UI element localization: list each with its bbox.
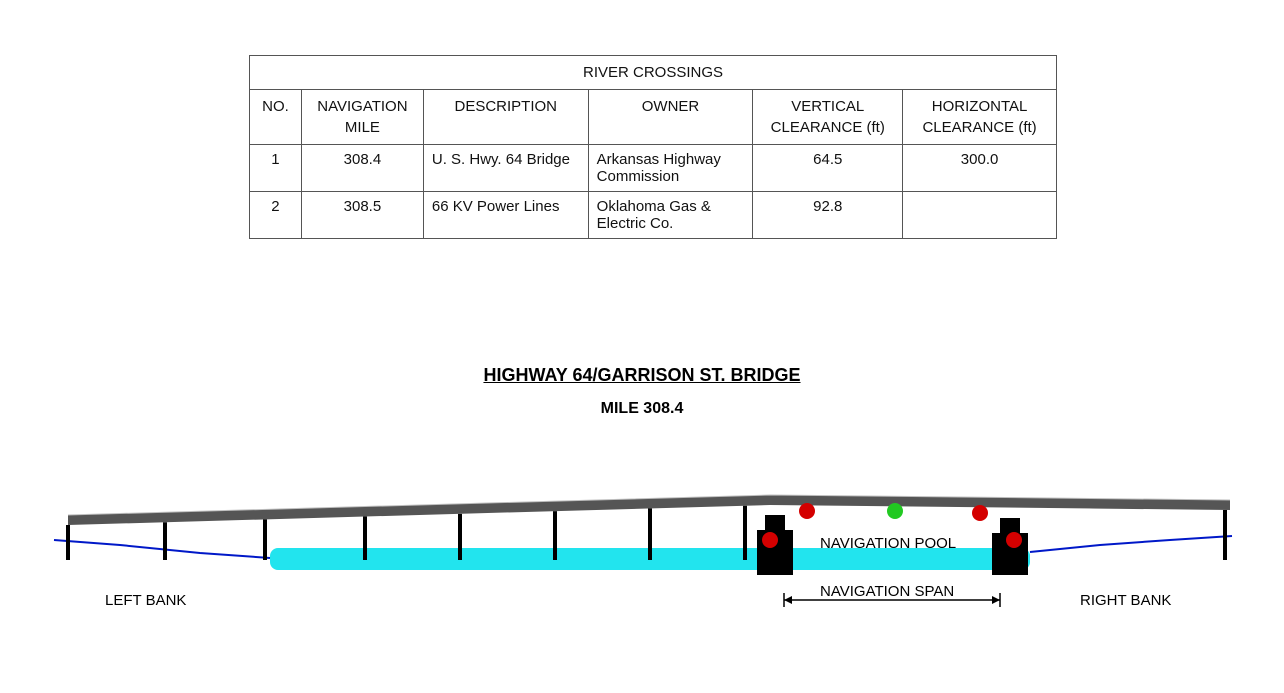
red-light-icon bbox=[762, 532, 778, 548]
red-light-icon bbox=[972, 505, 988, 521]
nav-pier-fender bbox=[785, 530, 793, 575]
nav-span-label: NAVIGATION SPAN bbox=[820, 583, 954, 600]
right-shoreline bbox=[1030, 536, 1232, 552]
left-bank-label: LEFT BANK bbox=[105, 592, 186, 609]
red-light-icon bbox=[799, 503, 815, 519]
left-shoreline bbox=[54, 540, 270, 558]
red-light-icon bbox=[1006, 532, 1022, 548]
nav-pool-label: NAVIGATION POOL bbox=[820, 535, 956, 552]
nav-pier-fender bbox=[992, 533, 1000, 575]
bridge-diagram: LEFT BANK RIGHT BANK NAVIGATION POOL NAVIGA… bbox=[0, 0, 1284, 693]
right-bank-label: RIGHT BANK bbox=[1080, 592, 1171, 609]
green-light-icon bbox=[887, 503, 903, 519]
